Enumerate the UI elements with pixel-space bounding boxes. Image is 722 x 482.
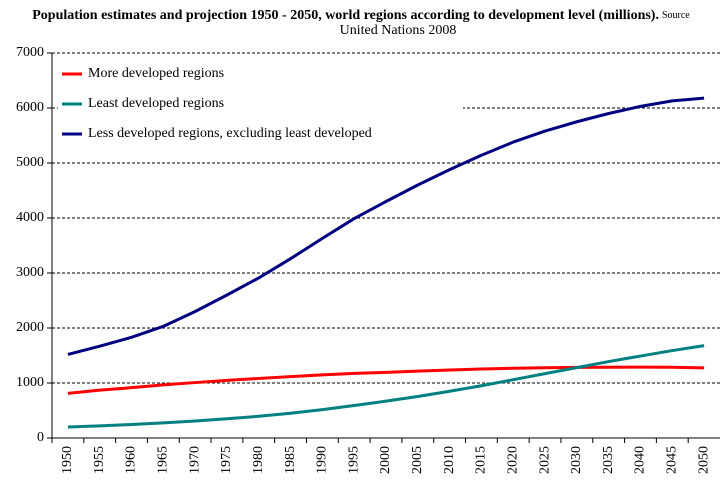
x-tick-label: 1955 (92, 446, 107, 474)
y-tick-label: 1000 (16, 375, 44, 390)
series-line (67, 365, 705, 395)
y-tick-label: 7000 (16, 45, 44, 60)
x-tick-label: 1980 (251, 446, 266, 474)
x-tick-label: 1975 (219, 446, 234, 474)
x-tick-label: 1985 (283, 446, 298, 474)
x-tick-label: 2045 (665, 446, 680, 474)
x-tick-label: 2010 (442, 446, 457, 474)
x-tick-label: 1950 (60, 446, 75, 474)
series-line (67, 344, 705, 429)
legend-label: More developed regions (88, 66, 224, 81)
y-tick-label: 5000 (16, 155, 44, 170)
y-tick-label: 6000 (16, 100, 44, 115)
x-tick-label: 2000 (378, 446, 393, 474)
source-text: Source (662, 10, 690, 21)
x-tick-label: 2035 (601, 446, 616, 474)
x-tick-label: 2015 (474, 446, 489, 474)
legend-box (58, 60, 463, 155)
x-tick-label: 1960 (124, 446, 139, 474)
x-tick-label: 2005 (410, 446, 425, 474)
x-tick-label: 2040 (633, 446, 648, 474)
source-text: United Nations 2008 (340, 23, 457, 38)
y-tick-label: 4000 (16, 210, 44, 225)
y-tick-label: 2000 (16, 320, 44, 335)
x-tick-label: 1965 (156, 446, 171, 474)
title-text: Population estimates and projection 1950… (32, 8, 659, 23)
x-tick-label: 1995 (346, 446, 361, 474)
y-tick-label: 3000 (16, 265, 44, 280)
x-tick-label: 2050 (696, 446, 711, 474)
legend-label: Least developed regions (88, 96, 224, 111)
legend-label: Less developed regions, excluding least … (88, 126, 372, 141)
x-tick-label: 2025 (537, 446, 552, 474)
x-tick-label: 2020 (505, 446, 520, 474)
x-tick-label: 2030 (569, 446, 584, 474)
series-line (67, 96, 705, 356)
chart-title: Population estimates and projection 1950… (32, 8, 690, 23)
x-tick-label: 1970 (187, 446, 202, 474)
x-tick-label: 1990 (315, 446, 330, 474)
y-tick-label: 0 (37, 430, 44, 445)
